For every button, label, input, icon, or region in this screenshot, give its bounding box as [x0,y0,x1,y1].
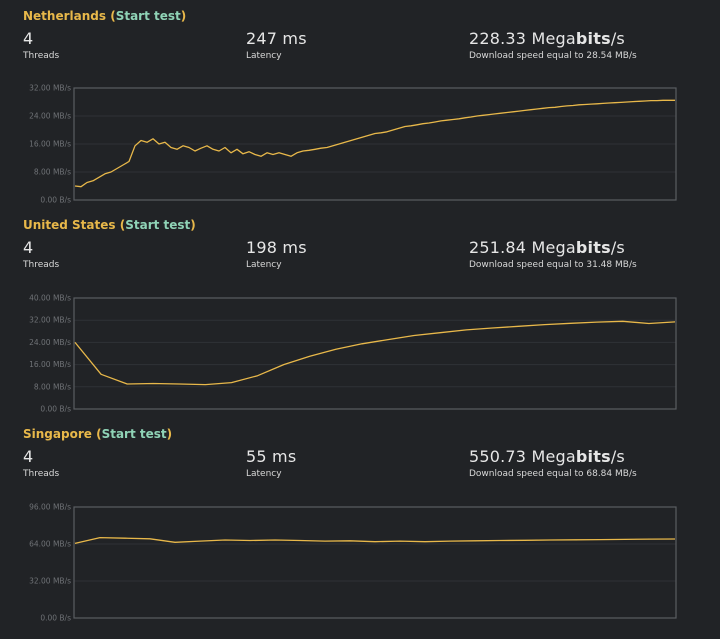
chart-singapore: 0.00 B/s 32.00 MB/s 64.00 MB/s 96.00 MB/s [0,500,720,627]
y-tick-label: 32.00 MB/s [29,84,71,93]
speed-unit-tail: /s [610,29,625,48]
threads-value: 4 [23,238,34,257]
threads-value: 4 [23,29,34,48]
y-tick-label: 40.00 MB/s [29,294,71,303]
speed-number: 228.33 [469,29,527,48]
chart-netherlands: 0.00 B/s 8.00 MB/s 16.00 MB/s 24.00 MB/s 32.… [0,82,720,206]
speed-value: 228.33 Megabits/s [469,29,637,48]
y-tick-label: 64.00 MB/s [29,540,71,549]
y-tick-label: 8.00 MB/s [34,382,71,391]
speed-chart: 0.00 B/s 8.00 MB/s 16.00 MB/s 24.00 MB/s 32.… [29,84,677,205]
section-title: United States (Start test) [23,218,196,232]
y-tick-label: 0.00 B/s [40,196,71,205]
threads-stat: 4 Threads [23,29,59,61]
location-name: United States [23,218,116,232]
location-name: Singapore [23,427,92,441]
speed-value: 550.73 Megabits/s [469,447,637,466]
section-title: Netherlands (Start test) [23,9,187,23]
latency-label: Latency [246,469,282,479]
latency-value: 198 ms [246,238,307,257]
speed-subtext: Download speed equal to 68.84 MB/s [469,469,637,479]
plot-border [73,87,677,201]
speed-number: 251.84 [469,238,527,257]
y-tick-label: 24.00 MB/s [29,338,71,347]
y-tick-label: 96.00 MB/s [29,503,71,512]
y-tick-label: 16.00 MB/s [29,360,71,369]
section-title: Singapore (Start test) [23,427,173,441]
plot-border [73,297,677,410]
latency-label: Latency [246,260,282,270]
y-tick-label: 32.00 MB/s [29,316,71,325]
start-test-link[interactable]: Start test [101,427,167,441]
speed-unit-mega: Mega [531,447,576,466]
speed-unit-mega: Mega [531,238,576,257]
speed-unit-tail: /s [610,238,625,257]
speed-stat: 228.33 Megabits/s Download speed equal t… [469,29,637,61]
y-tick-label: 8.00 MB/s [34,168,71,177]
speed-subtext: Download speed equal to 31.48 MB/s [469,260,637,270]
location-name: Netherlands [23,9,107,23]
speed-unit-bits: bits [575,238,611,257]
chart-united-states: 0.00 B/s 8.00 MB/s 16.00 MB/s 24.00 MB/s 32.… [0,291,720,415]
speed-stat: 550.73 Megabits/s Download speed equal t… [469,447,637,479]
latency-value: 55 ms [246,447,297,466]
threads-label: Threads [23,469,60,479]
speed-unit-mega: Mega [531,29,576,48]
latency-stat: 247 ms Latency [246,29,307,61]
threads-value: 4 [23,447,34,466]
y-tick-label: 16.00 MB/s [29,140,71,149]
speed-unit-bits: bits [575,447,611,466]
y-tick-label: 0.00 B/s [40,405,71,414]
speed-value: 251.84 Megabits/s [469,238,637,257]
y-tick-label: 0.00 B/s [40,614,71,623]
speed-stat: 251.84 Megabits/s Download speed equal t… [469,238,637,270]
threads-label: Threads [23,51,60,61]
y-tick-label: 24.00 MB/s [29,112,71,121]
y-tick-label: 32.00 MB/s [29,577,71,586]
speed-chart: 0.00 B/s 32.00 MB/s 64.00 MB/s 96.00 MB/s [29,503,677,623]
start-test-link[interactable]: Start test [115,9,181,23]
series-line [74,320,676,386]
speed-unit-bits: bits [575,29,611,48]
threads-label: Threads [23,260,60,270]
threads-stat: 4 Threads [23,238,59,270]
plot-border [73,506,677,619]
speed-subtext: Download speed equal to 28.54 MB/s [469,51,637,61]
latency-value: 247 ms [246,29,307,48]
series-line [74,99,675,188]
latency-label: Latency [246,51,282,61]
series-line [74,536,676,545]
speed-chart: 0.00 B/s 8.00 MB/s 16.00 MB/s 24.00 MB/s 32.… [29,294,677,414]
latency-stat: 198 ms Latency [246,238,307,270]
latency-stat: 55 ms Latency [246,447,296,479]
speed-number: 550.73 [469,447,527,466]
threads-stat: 4 Threads [23,447,59,479]
start-test-link[interactable]: Start test [125,218,191,232]
speed-unit-tail: /s [610,447,625,466]
